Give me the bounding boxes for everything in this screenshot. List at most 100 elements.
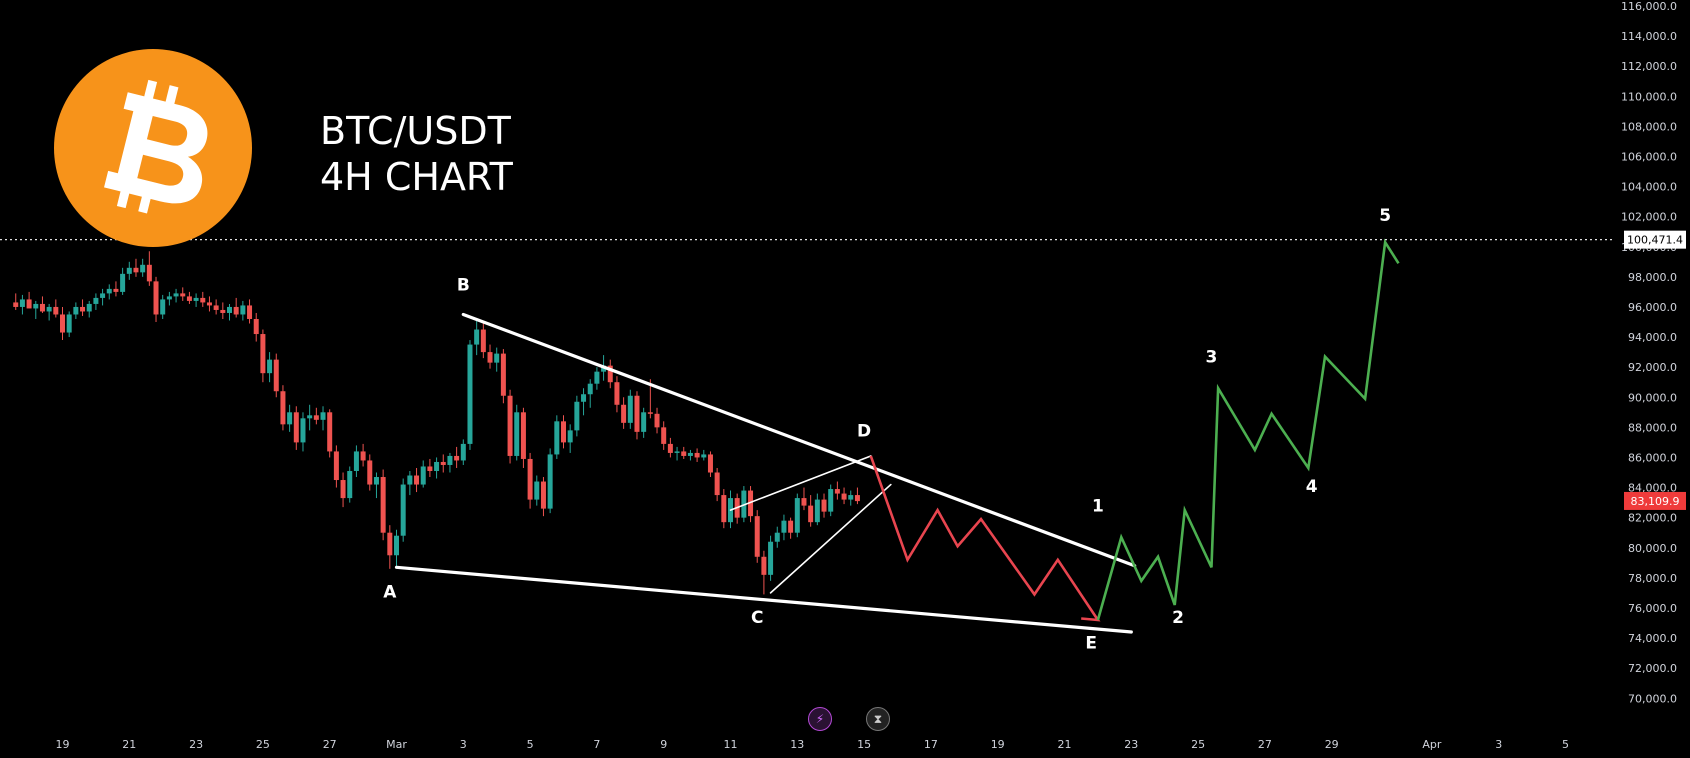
candle xyxy=(741,486,747,523)
candle-body xyxy=(60,314,65,333)
x-tick-label: 23 xyxy=(1124,738,1138,751)
candle xyxy=(193,293,199,307)
candle-body xyxy=(487,352,493,363)
candle-body xyxy=(193,297,199,301)
candle-body xyxy=(307,415,313,419)
candle xyxy=(320,406,326,431)
candle-body xyxy=(687,452,693,456)
x-tick-label: 27 xyxy=(323,738,337,751)
candle xyxy=(73,302,79,319)
candle-body xyxy=(627,395,633,423)
y-tick-label: 78,000.0 xyxy=(1628,572,1677,585)
candle xyxy=(387,525,393,569)
candle xyxy=(661,421,667,450)
x-tick-label: 19 xyxy=(56,738,70,751)
candle xyxy=(627,389,633,429)
candle-body xyxy=(13,302,19,307)
hourglass-icon[interactable]: ⧗ xyxy=(866,707,890,731)
wave-labels: A B C D E 1 2 3 4 5 xyxy=(383,206,1391,653)
target-price-tag-bg xyxy=(1624,230,1686,249)
candle xyxy=(400,478,406,542)
wave-label-4: 4 xyxy=(1306,477,1318,497)
candle xyxy=(487,344,493,369)
candle xyxy=(694,448,700,462)
candle-body xyxy=(774,532,780,542)
candle-body xyxy=(540,481,546,509)
lightning-icon[interactable]: ⚡ xyxy=(808,707,832,731)
x-tick-label: 3 xyxy=(1495,738,1502,751)
candle-body xyxy=(801,498,807,506)
candle-body xyxy=(33,303,39,309)
y-tick-label: 94,000.0 xyxy=(1628,331,1677,344)
candle xyxy=(447,452,453,473)
candle xyxy=(394,529,399,568)
time-axis[interactable]: 19 21 23 25 27 Mar 3 5 7 9 11 13 15 17 19 21 23 25 27 29 Apr… xyxy=(56,738,1570,751)
chart-title: BTC/USDT 4H CHART xyxy=(320,108,513,200)
candle-body xyxy=(647,412,653,414)
candle xyxy=(507,389,513,464)
candle xyxy=(253,312,259,342)
candle xyxy=(527,452,533,509)
candle xyxy=(848,490,854,506)
candle xyxy=(748,486,754,523)
candle-body xyxy=(126,267,132,274)
candle-body xyxy=(567,430,573,443)
candle xyxy=(213,299,219,315)
candle xyxy=(380,469,386,541)
candle-body xyxy=(848,495,854,500)
candle xyxy=(347,466,353,503)
candle xyxy=(494,347,500,372)
candle xyxy=(206,296,212,312)
candle xyxy=(146,251,152,286)
candle-body xyxy=(166,296,172,300)
candle-body xyxy=(160,299,166,315)
candle xyxy=(701,449,707,461)
candle xyxy=(307,404,313,431)
wave-label-b: B xyxy=(457,275,470,295)
x-tick-label: 25 xyxy=(1191,738,1205,751)
wave-label-a: A xyxy=(383,582,397,602)
x-tick-label: 21 xyxy=(1058,738,1072,751)
candle-body xyxy=(534,481,540,500)
candle xyxy=(313,407,319,425)
candle xyxy=(19,294,25,315)
candle-body xyxy=(39,303,45,312)
x-tick-label: 15 xyxy=(857,738,871,751)
timeframe-label: 4H CHART xyxy=(320,155,513,199)
candle xyxy=(440,454,446,473)
pattern-trendlines xyxy=(394,312,1137,634)
candle-body xyxy=(427,466,433,471)
x-tick-label: 3 xyxy=(460,738,467,751)
candle-body xyxy=(821,499,827,512)
candle-body xyxy=(621,404,627,423)
candle-body xyxy=(834,489,840,494)
wave-label-5: 5 xyxy=(1379,206,1391,226)
candle xyxy=(567,424,573,453)
current-price-tag-bg xyxy=(1624,491,1686,510)
candle-body xyxy=(467,344,473,444)
candle xyxy=(80,299,86,316)
current-price-value: 83,109.9 xyxy=(1631,495,1680,508)
candle-body xyxy=(494,353,500,363)
candle-body xyxy=(146,264,152,282)
candle xyxy=(53,299,59,318)
x-tick-label: 29 xyxy=(1325,738,1339,751)
candle xyxy=(681,446,687,459)
y-tick-label: 70,000.0 xyxy=(1628,692,1677,705)
candle-body xyxy=(681,451,687,456)
candle-body xyxy=(273,359,279,392)
candle xyxy=(46,303,52,321)
candle-body xyxy=(173,293,179,297)
candle xyxy=(273,353,279,398)
candle-body xyxy=(213,305,219,310)
candle-body xyxy=(367,460,373,485)
candle xyxy=(153,276,159,322)
candle-body xyxy=(674,451,680,453)
candle-body xyxy=(854,495,860,502)
price-axis[interactable]: 70,000.0 72,000.0 74,000.0 76,000.0 78,000.0… xyxy=(1621,0,1677,705)
candle xyxy=(854,487,860,505)
y-tick-label: 116,000.0 xyxy=(1621,0,1677,13)
candle-body xyxy=(220,309,226,313)
candle-body xyxy=(507,395,513,456)
